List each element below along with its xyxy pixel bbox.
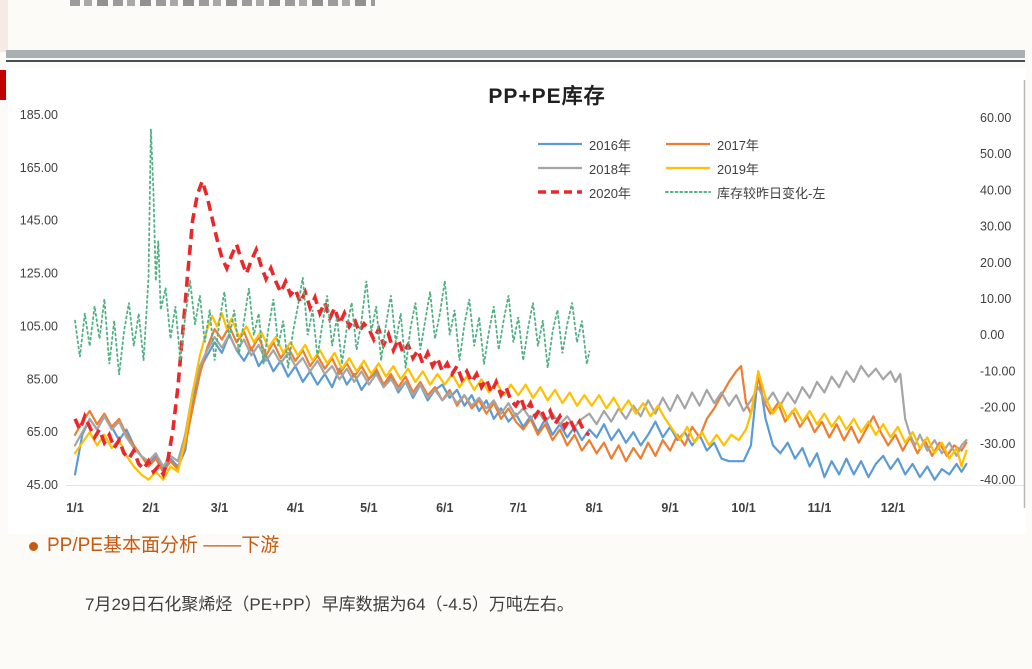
svg-text:-10.00: -10.00 — [980, 364, 1015, 378]
svg-text:20.00: 20.00 — [980, 256, 1011, 270]
svg-text:1/1: 1/1 — [66, 501, 83, 515]
svg-text:40.00: 40.00 — [980, 183, 1011, 197]
legend-item-2019年: 2019年 — [665, 156, 825, 180]
svg-text:65.00: 65.00 — [27, 425, 58, 439]
svg-text:105.00: 105.00 — [20, 319, 58, 333]
svg-text:6/1: 6/1 — [436, 501, 453, 515]
svg-text:-20.00: -20.00 — [980, 401, 1015, 415]
svg-text:0.00: 0.00 — [980, 328, 1004, 342]
right-axis-labels: 60.00 50.00 40.00 30.00 20.00 10.00 0.00 -10.00… — [980, 111, 1015, 487]
legend-label: 2019年 — [717, 161, 759, 177]
svg-text:60.00: 60.00 — [980, 111, 1011, 125]
svg-text:-30.00: -30.00 — [980, 437, 1015, 451]
chart-canvas: 185.00 165.00 145.00 125.00 105.00 85.00 65.00… — [20, 80, 1026, 515]
svg-text:4/1: 4/1 — [287, 501, 304, 515]
svg-text:10/1: 10/1 — [731, 501, 755, 515]
red-accent-bar — [0, 70, 6, 100]
legend-item-库存较昨日变化-左: 库存较昨日变化-左 — [665, 180, 825, 204]
legend-swatch-icon — [538, 142, 582, 146]
legend-item-2017年: 2017年 — [665, 132, 825, 156]
series-line-2017年 — [73, 325, 968, 473]
legend-label: 库存较昨日变化-左 — [717, 185, 826, 201]
series-line-2016年 — [73, 333, 968, 481]
svg-text:9/1: 9/1 — [661, 501, 678, 515]
svg-text:50.00: 50.00 — [980, 147, 1011, 161]
svg-text:165.00: 165.00 — [20, 161, 58, 175]
svg-text:85.00: 85.00 — [27, 372, 58, 386]
section-divider-bar — [6, 50, 1025, 58]
svg-text:12/1: 12/1 — [881, 501, 905, 515]
bullet-icon — [29, 541, 38, 551]
legend-swatch-icon — [666, 166, 710, 170]
legend-label: 2020年 — [589, 185, 631, 201]
svg-text:8/1: 8/1 — [585, 501, 602, 515]
x-axis-labels: 1/1 2/1 3/1 4/1 5/1 6/1 7/1 8/1 9/1 10/1 11/1 12/1 — [66, 501, 905, 515]
legend-label: 2017年 — [717, 137, 759, 153]
legend-item-2020年: 2020年 — [537, 180, 665, 204]
left-edge-strip — [0, 0, 8, 52]
svg-text:11/1: 11/1 — [808, 501, 832, 515]
legend-swatch-icon — [538, 190, 582, 194]
legend-item-2018年: 2018年 — [537, 156, 665, 180]
legend-swatch-icon — [538, 166, 582, 170]
legend-item-2016年: 2016年 — [537, 132, 665, 156]
section-divider-line — [6, 60, 1025, 62]
svg-text:185.00: 185.00 — [20, 108, 58, 122]
svg-text:7/1: 7/1 — [510, 501, 527, 515]
svg-text:45.00: 45.00 — [27, 478, 58, 492]
svg-text:30.00: 30.00 — [980, 220, 1011, 234]
svg-text:125.00: 125.00 — [20, 267, 58, 281]
section-heading-text: PP/PE基本面分析 ——下游 — [47, 535, 280, 556]
inventory-chart: 185.00 165.00 145.00 125.00 105.00 85.00 65.00… — [8, 68, 1026, 534]
svg-text:10.00: 10.00 — [980, 292, 1011, 306]
legend-label: 2016年 — [589, 137, 631, 153]
legend-swatch-icon — [666, 142, 710, 146]
body-text: 7月29日石化聚烯烃（PE+PP）早库数据为64（-4.5）万吨左右。 — [85, 595, 574, 614]
cropped-text-fragment — [70, 0, 375, 6]
left-axis-labels: 185.00 165.00 145.00 125.00 105.00 85.00 65.00… — [20, 108, 58, 492]
chart-title: PP+PE库存 — [488, 85, 606, 108]
section-heading: PP/PE基本面分析 ——下游 — [29, 533, 279, 559]
legend-swatch-icon — [665, 191, 711, 193]
series-line-库存较昨日变化-左 — [74, 128, 591, 376]
svg-text:5/1: 5/1 — [360, 501, 377, 515]
svg-text:3/1: 3/1 — [211, 501, 228, 515]
svg-text:-40.00: -40.00 — [980, 473, 1015, 487]
legend-label: 2018年 — [589, 161, 631, 177]
svg-text:145.00: 145.00 — [20, 214, 58, 228]
series-line-2020年 — [73, 175, 591, 479]
series-line-2018年 — [73, 333, 968, 468]
chart-legend: 2016年 2017年 2018年 2019年 2020年 库存较昨日变化-左 — [537, 132, 825, 204]
svg-text:2/1: 2/1 — [142, 501, 159, 515]
